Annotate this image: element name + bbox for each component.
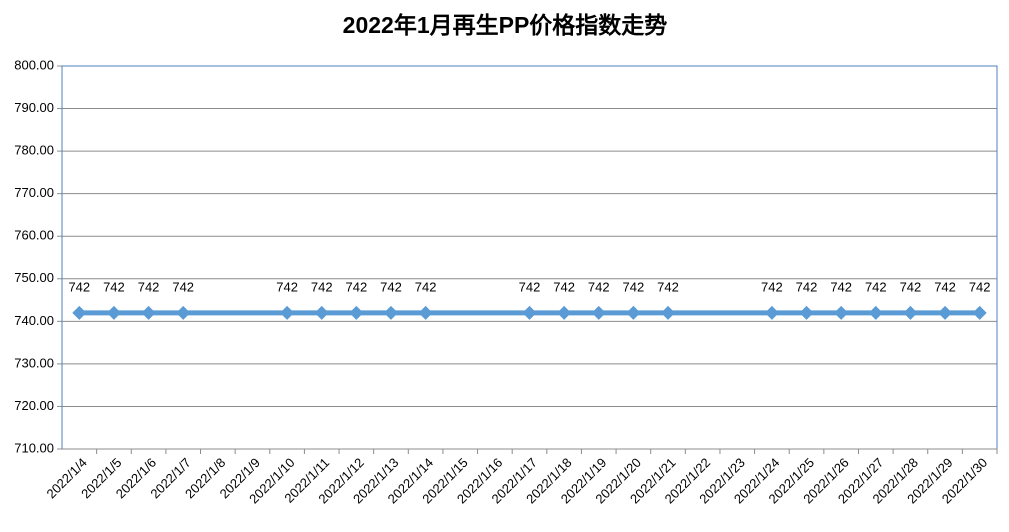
marker <box>972 305 987 320</box>
data-label: 742 <box>138 279 160 294</box>
data-label: 742 <box>311 279 333 294</box>
marker <box>799 305 814 320</box>
data-label: 742 <box>865 279 887 294</box>
data-label: 742 <box>68 279 90 294</box>
data-label: 742 <box>830 279 852 294</box>
data-label: 742 <box>346 279 368 294</box>
y-tick-label: 800.00 <box>14 57 54 72</box>
marker <box>280 305 295 320</box>
data-label: 742 <box>519 279 541 294</box>
y-tick-label: 710.00 <box>14 440 54 455</box>
y-tick-label: 740.00 <box>14 313 54 328</box>
y-tick-label: 720.00 <box>14 398 54 413</box>
data-label: 742 <box>553 279 575 294</box>
data-label: 742 <box>969 279 991 294</box>
data-label: 742 <box>415 279 437 294</box>
marker <box>314 305 329 320</box>
marker <box>349 305 364 320</box>
marker <box>938 305 953 320</box>
y-tick-label: 750.00 <box>14 270 54 285</box>
marker <box>903 305 918 320</box>
data-label: 742 <box>796 279 818 294</box>
data-label: 742 <box>380 279 402 294</box>
data-label: 742 <box>172 279 194 294</box>
data-label: 742 <box>276 279 298 294</box>
marker <box>557 305 572 320</box>
data-label: 742 <box>761 279 783 294</box>
marker <box>591 305 606 320</box>
marker <box>522 305 537 320</box>
marker <box>868 305 883 320</box>
data-label: 742 <box>934 279 956 294</box>
data-label: 742 <box>657 279 679 294</box>
y-tick-label: 790.00 <box>14 100 54 115</box>
marker <box>418 305 433 320</box>
marker <box>141 305 156 320</box>
marker <box>176 305 191 320</box>
marker <box>661 305 676 320</box>
marker <box>834 305 849 320</box>
data-label: 742 <box>588 279 610 294</box>
data-label: 742 <box>103 279 125 294</box>
y-tick-label: 780.00 <box>14 143 54 158</box>
y-tick-label: 760.00 <box>14 228 54 243</box>
data-label: 742 <box>623 279 645 294</box>
marker <box>764 305 779 320</box>
chart-title: 2022年1月再生PP价格指数走势 <box>343 12 668 38</box>
marker <box>383 305 398 320</box>
y-tick-label: 770.00 <box>14 185 54 200</box>
marker <box>626 305 641 320</box>
data-label: 742 <box>900 279 922 294</box>
y-tick-label: 730.00 <box>14 355 54 370</box>
marker <box>72 305 87 320</box>
marker <box>106 305 121 320</box>
